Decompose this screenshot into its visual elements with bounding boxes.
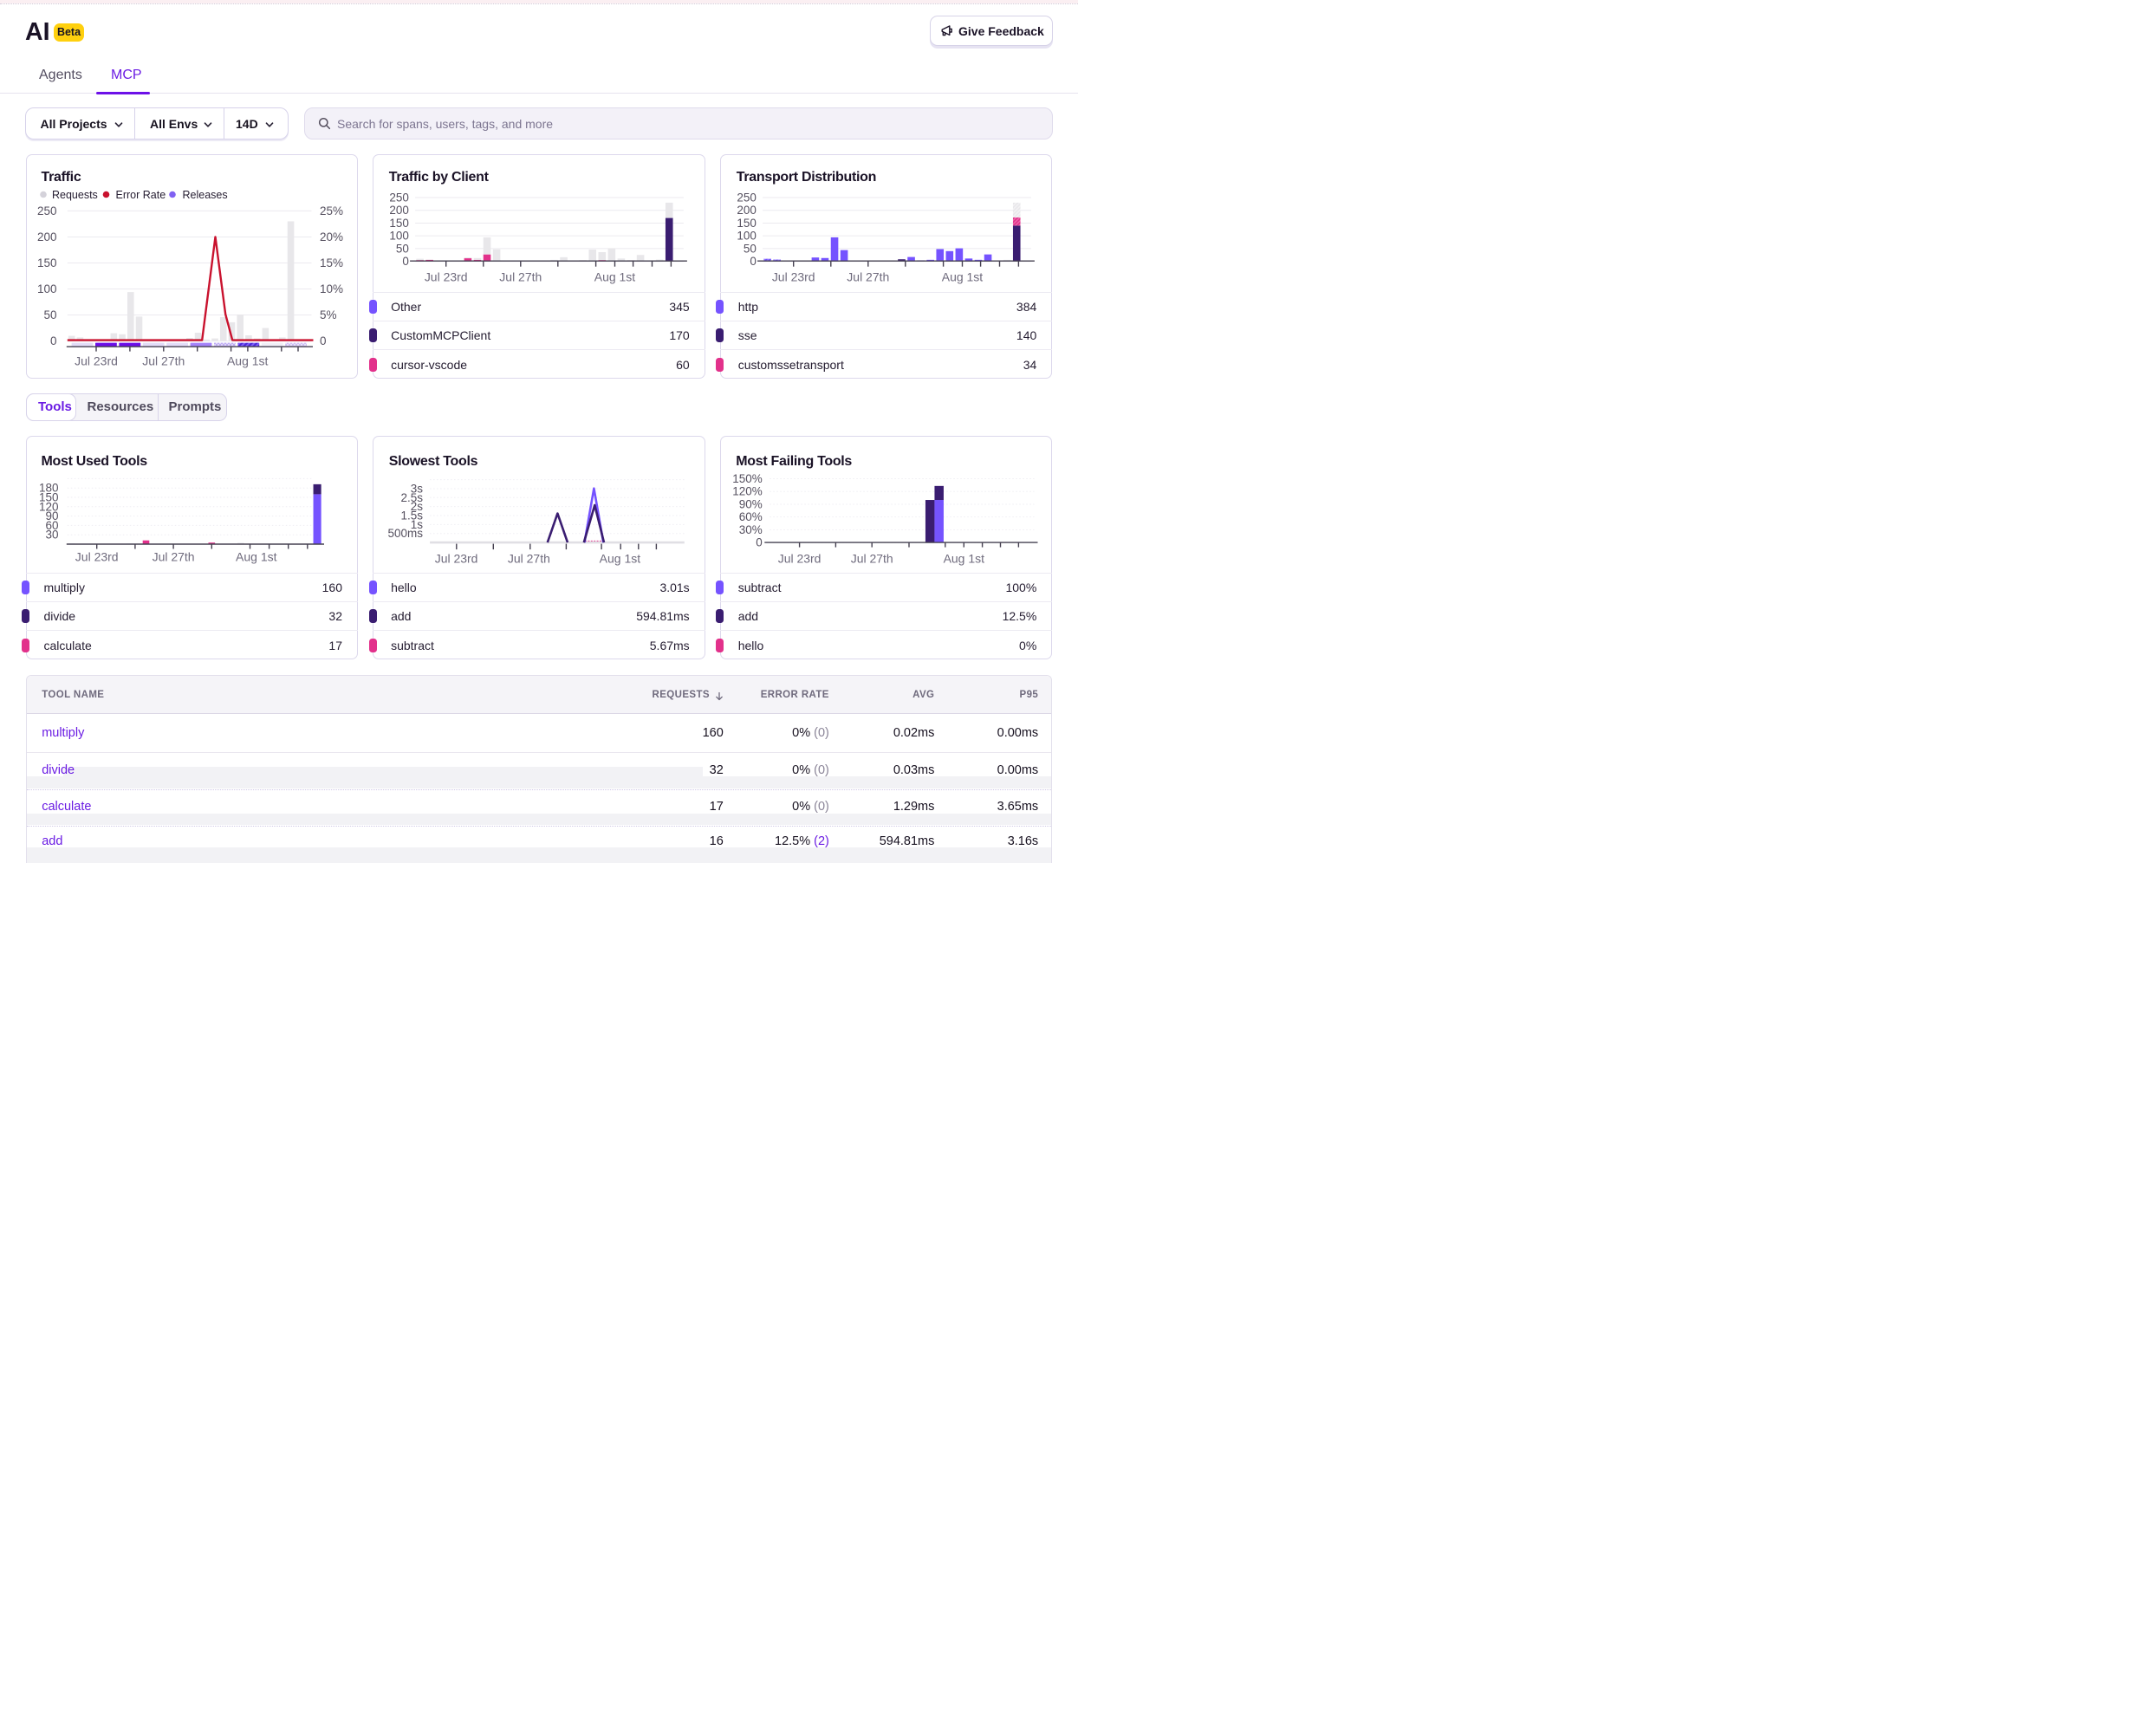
svg-text:60%: 60% bbox=[738, 510, 762, 523]
svg-text:Jul 27th: Jul 27th bbox=[142, 354, 185, 368]
svg-text:100: 100 bbox=[737, 230, 757, 243]
svg-text:Traffic by Client: Traffic by Client bbox=[389, 170, 490, 185]
svg-text:Jul 23rd: Jul 23rd bbox=[75, 549, 118, 563]
svg-text:60: 60 bbox=[45, 518, 58, 531]
svg-text:10%: 10% bbox=[320, 282, 343, 295]
svg-text:Jul 27th: Jul 27th bbox=[850, 551, 893, 565]
svg-text:100: 100 bbox=[389, 230, 409, 243]
svg-text:50: 50 bbox=[396, 242, 409, 255]
svg-text:250: 250 bbox=[737, 191, 757, 204]
svg-text:0: 0 bbox=[750, 255, 757, 268]
svg-text:150: 150 bbox=[737, 217, 757, 230]
svg-text:90%: 90% bbox=[738, 497, 762, 510]
svg-text:Jul 23rd: Jul 23rd bbox=[772, 269, 815, 283]
svg-text:15%: 15% bbox=[320, 256, 343, 269]
svg-text:50: 50 bbox=[43, 308, 56, 321]
svg-text:0: 0 bbox=[49, 334, 56, 347]
svg-text:Jul 27th: Jul 27th bbox=[499, 269, 542, 283]
svg-text:Jul 23rd: Jul 23rd bbox=[777, 551, 821, 565]
svg-text:Aug 1st: Aug 1st bbox=[226, 354, 268, 368]
svg-text:0: 0 bbox=[320, 334, 327, 347]
svg-text:Aug 1st: Aug 1st bbox=[594, 269, 636, 283]
svg-text:0: 0 bbox=[756, 535, 763, 548]
svg-text:Traffic: Traffic bbox=[41, 170, 81, 185]
svg-text:180: 180 bbox=[38, 481, 58, 494]
svg-text:Jul 27th: Jul 27th bbox=[508, 551, 550, 565]
svg-text:0: 0 bbox=[402, 255, 409, 268]
svg-text:Aug 1st: Aug 1st bbox=[236, 549, 277, 563]
svg-text:1s: 1s bbox=[411, 517, 423, 530]
svg-text:Aug 1st: Aug 1st bbox=[600, 551, 641, 565]
svg-text:Jul 27th: Jul 27th bbox=[152, 549, 194, 563]
svg-text:30%: 30% bbox=[738, 522, 762, 535]
svg-text:20%: 20% bbox=[320, 230, 343, 243]
svg-text:50: 50 bbox=[744, 242, 757, 255]
svg-text:200: 200 bbox=[737, 204, 757, 217]
svg-text:Aug 1st: Aug 1st bbox=[943, 551, 984, 565]
svg-text:30: 30 bbox=[45, 528, 58, 541]
svg-text:5%: 5% bbox=[320, 308, 337, 321]
svg-text:90: 90 bbox=[45, 509, 58, 522]
svg-text:Requests: Requests bbox=[52, 189, 98, 201]
svg-text:Jul 27th: Jul 27th bbox=[847, 269, 889, 283]
svg-text:250: 250 bbox=[389, 191, 409, 204]
svg-text:Jul 23rd: Jul 23rd bbox=[75, 354, 118, 368]
svg-text:200: 200 bbox=[36, 230, 56, 243]
svg-text:200: 200 bbox=[389, 204, 409, 217]
svg-text:3s: 3s bbox=[411, 482, 423, 495]
svg-text:2s: 2s bbox=[411, 500, 423, 513]
svg-text:250: 250 bbox=[36, 204, 56, 217]
svg-text:150: 150 bbox=[38, 490, 58, 503]
svg-text:Most Used Tools: Most Used Tools bbox=[41, 454, 147, 469]
svg-text:100: 100 bbox=[36, 282, 56, 295]
svg-text:Transport Distribution: Transport Distribution bbox=[736, 170, 875, 185]
svg-text:120: 120 bbox=[38, 500, 58, 513]
svg-text:150%: 150% bbox=[732, 472, 763, 485]
svg-text:Most Failing Tools: Most Failing Tools bbox=[736, 454, 852, 469]
svg-text:500ms: 500ms bbox=[388, 527, 424, 540]
svg-text:Jul 23rd: Jul 23rd bbox=[435, 551, 478, 565]
svg-text:2.5s: 2.5s bbox=[401, 490, 424, 503]
svg-text:Slowest Tools: Slowest Tools bbox=[389, 454, 478, 469]
svg-text:120%: 120% bbox=[732, 484, 763, 497]
svg-text:150: 150 bbox=[389, 217, 409, 230]
svg-text:Aug 1st: Aug 1st bbox=[941, 269, 983, 283]
svg-text:Error Rate: Error Rate bbox=[115, 189, 166, 201]
svg-text:25%: 25% bbox=[320, 204, 343, 217]
svg-text:Jul 23rd: Jul 23rd bbox=[425, 269, 468, 283]
svg-text:Releases: Releases bbox=[182, 189, 227, 201]
svg-text:1.5s: 1.5s bbox=[401, 509, 424, 522]
svg-text:150: 150 bbox=[36, 256, 56, 269]
